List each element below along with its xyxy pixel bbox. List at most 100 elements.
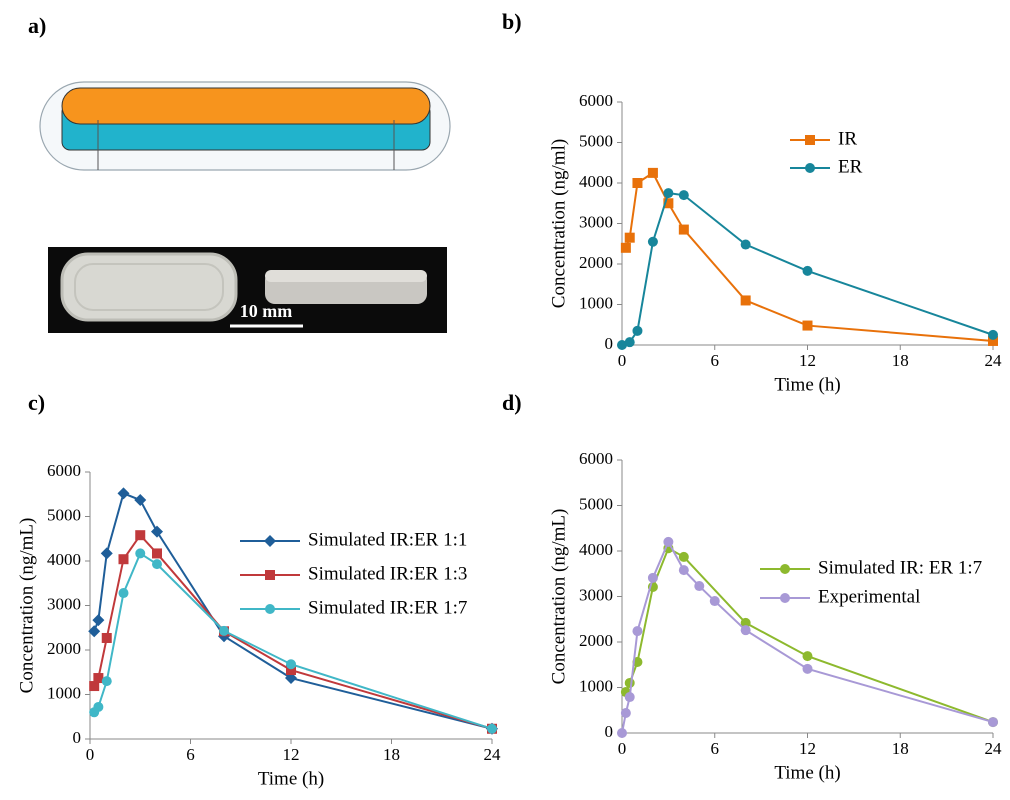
y-axis-title: Concentration (ng/mL) — [16, 518, 37, 694]
marker — [632, 178, 643, 188]
marker — [632, 325, 643, 336]
marker — [151, 525, 163, 538]
marker — [802, 320, 813, 331]
x-tick-label: 18 — [892, 351, 909, 370]
marker — [92, 614, 105, 627]
panel-label: a) — [28, 13, 46, 38]
marker — [135, 530, 146, 541]
marker — [663, 188, 674, 199]
panel-label: c) — [28, 390, 45, 415]
legend-label: ER — [838, 156, 863, 177]
x-tick-label: 6 — [186, 745, 195, 764]
x-tick-label: 12 — [799, 739, 816, 758]
x-tick-label: 12 — [283, 745, 300, 764]
marker — [89, 681, 100, 692]
x-tick-label: 6 — [711, 739, 720, 758]
y-tick-label: 4000 — [47, 550, 81, 569]
y-tick-label: 6000 — [47, 461, 81, 480]
y-tick-label: 5000 — [579, 494, 613, 513]
x-tick-label: 12 — [799, 351, 816, 370]
marker — [134, 494, 147, 507]
marker — [740, 625, 751, 636]
tablet-render — [39, 81, 451, 171]
legend-marker — [264, 535, 276, 547]
marker — [118, 588, 129, 599]
legend-marker — [805, 163, 815, 173]
marker — [663, 536, 674, 547]
marker — [678, 190, 689, 201]
scale-bar-label: 10 mm — [240, 301, 293, 321]
marker — [647, 167, 658, 178]
marker — [678, 224, 689, 235]
legend-marker — [265, 570, 275, 580]
y-tick-label: 0 — [73, 728, 82, 747]
marker — [219, 625, 229, 636]
marker — [988, 329, 998, 340]
marker — [101, 676, 112, 687]
marker — [100, 547, 113, 560]
y-tick-label: 3000 — [579, 212, 613, 231]
y-tick-label: 1000 — [47, 683, 81, 702]
x-tick-label: 0 — [618, 351, 627, 370]
y-axis-title: Concentration (ng/ml) — [548, 139, 569, 308]
marker — [624, 677, 635, 688]
y-tick-label: 2000 — [47, 639, 81, 658]
marker — [647, 572, 658, 583]
marker — [152, 548, 162, 559]
marker — [620, 707, 631, 718]
marker — [740, 295, 751, 306]
x-tick-label: 18 — [892, 739, 909, 758]
legend-marker — [780, 593, 790, 603]
marker — [88, 625, 101, 638]
marker — [663, 198, 674, 209]
marker — [709, 596, 720, 607]
marker — [988, 717, 998, 728]
marker — [678, 565, 689, 576]
marker — [740, 239, 751, 250]
marker — [487, 723, 497, 734]
marker — [624, 232, 635, 243]
marker — [285, 672, 297, 685]
x-axis-title: Time (h) — [774, 762, 840, 783]
marker — [93, 673, 104, 684]
legend-marker — [805, 135, 815, 145]
y-tick-label: 5000 — [47, 505, 81, 524]
y-tick-label: 3000 — [47, 594, 81, 613]
legend-label: IR — [838, 128, 857, 149]
x-tick-label: 24 — [985, 739, 1003, 758]
marker — [617, 728, 627, 738]
marker — [694, 581, 705, 592]
y-tick-label: 0 — [605, 722, 614, 741]
legend-label: Simulated IR:ER 1:1 — [308, 529, 467, 550]
y-tick-label: 6000 — [579, 449, 613, 468]
y-tick-label: 1000 — [579, 293, 613, 312]
marker — [286, 665, 296, 676]
marker — [632, 626, 643, 637]
panel-label: b) — [502, 9, 522, 34]
x-tick-label: 24 — [484, 745, 502, 764]
x-tick-label: 24 — [985, 351, 1003, 370]
marker — [802, 651, 813, 662]
marker — [101, 632, 112, 643]
x-axis-title: Time (h) — [774, 374, 840, 395]
y-tick-label: 5000 — [579, 131, 613, 150]
x-tick-label: 0 — [618, 739, 627, 758]
y-tick-label: 2000 — [579, 631, 613, 650]
x-axis-title: Time (h) — [258, 768, 324, 789]
marker — [647, 236, 658, 247]
marker — [93, 701, 104, 712]
x-tick-label: 6 — [711, 351, 720, 370]
marker — [617, 340, 627, 350]
legend-label: Simulated IR:ER 1:7 — [308, 597, 467, 618]
marker — [740, 617, 751, 628]
marker — [802, 265, 813, 276]
legend-label: Experimental — [818, 586, 920, 607]
marker — [988, 335, 998, 346]
y-tick-label: 1000 — [579, 676, 613, 695]
marker — [624, 692, 635, 703]
x-tick-label: 18 — [383, 745, 400, 764]
marker — [117, 487, 130, 500]
marker — [152, 559, 162, 570]
marker — [624, 337, 635, 348]
marker — [118, 554, 129, 565]
